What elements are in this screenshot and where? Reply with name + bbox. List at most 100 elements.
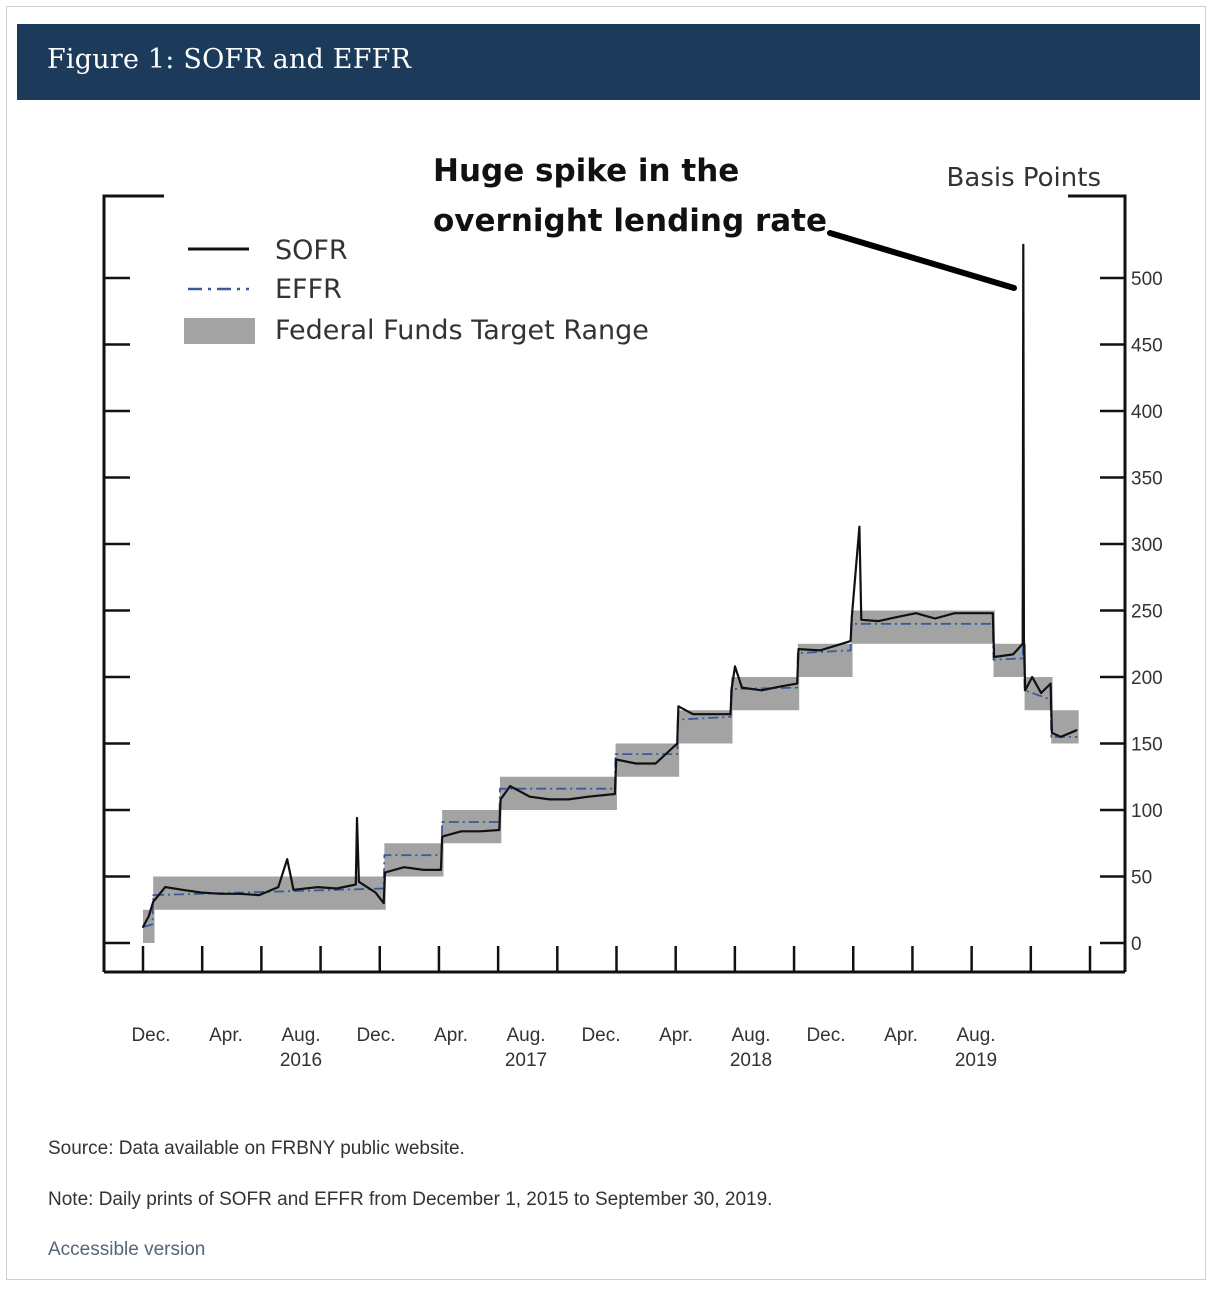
- x-tick-label-8: Aug.: [731, 1025, 770, 1046]
- x-tick-year-2016: 2016: [280, 1050, 322, 1071]
- y-tick-label-500: 500: [1131, 269, 1163, 290]
- y-axis-unit-label: Basis Points: [947, 163, 1101, 193]
- sofr-point-21: [422, 868, 425, 871]
- spike-annotation: Huge spike in the overnight lending rate: [433, 153, 1017, 291]
- target-range-bands: [143, 610, 1079, 943]
- sofr-point-2: [152, 900, 155, 903]
- sofr-point-70: [1059, 735, 1062, 738]
- target-range-band-4: [499, 776, 617, 810]
- target-range-band-12: [1051, 710, 1079, 744]
- x-tick-label-6: Dec.: [581, 1025, 620, 1046]
- sofr-point-66: [1031, 676, 1034, 678]
- effr-point-21: [1021, 657, 1024, 660]
- sofr-point-46: [780, 685, 783, 688]
- sofr-point-15: [356, 817, 358, 819]
- legend-effr-label: EFFR: [275, 274, 342, 305]
- y-tick-label-450: 450: [1131, 336, 1163, 357]
- target-range-band-2: [384, 843, 444, 877]
- x-tick-label-9: Dec.: [806, 1025, 845, 1046]
- axis-right: [1068, 194, 1127, 972]
- x-tick-label-0: Dec.: [131, 1025, 170, 1046]
- sofr-point-56: [915, 612, 917, 615]
- effr-point-20: [992, 658, 995, 661]
- target-range-band-5: [615, 743, 680, 777]
- sofr-point-52: [858, 525, 861, 528]
- x-tick-year-2019: 2019: [955, 1050, 997, 1071]
- accessible-version-link[interactable]: Accessible version: [48, 1239, 206, 1260]
- legend-sofr-label: SOFR: [275, 235, 348, 266]
- sofr-point-48: [797, 648, 800, 650]
- sofr-point-16: [358, 880, 360, 883]
- effr-point-4: [383, 854, 386, 857]
- sofr-point-11: [292, 888, 295, 891]
- sofr-point-44: [741, 686, 743, 689]
- x-tick-label-4: Apr.: [434, 1025, 468, 1046]
- sofr-point-29: [528, 795, 531, 798]
- sofr-point-17: [374, 891, 377, 894]
- target-range-band-6: [677, 710, 733, 744]
- sofr-point-53: [860, 618, 863, 621]
- sofr-series: [142, 243, 1078, 928]
- sofr-point-43: [734, 665, 736, 668]
- sofr-point-49: [819, 649, 821, 652]
- axis-frame: [102, 194, 1127, 974]
- sofr-point-58: [953, 612, 956, 615]
- effr-point-2: [152, 894, 155, 897]
- effr-point-15: [796, 686, 799, 689]
- target-range-band-3: [442, 810, 502, 844]
- effr-point-17: [849, 649, 852, 652]
- sofr-point-41: [729, 713, 732, 716]
- sofr-point-50: [849, 640, 852, 642]
- sofr-point-18: [382, 902, 385, 904]
- sofr-point-12: [316, 886, 319, 889]
- x-tick-label-3: Dec.: [356, 1025, 395, 1046]
- y-tick-label-200: 200: [1131, 668, 1163, 689]
- annotation-line-1: Huge spike in the: [433, 153, 739, 189]
- target-range-band-7: [731, 677, 800, 711]
- sofr-point-24: [460, 830, 463, 833]
- x-tick-label-7: Apr.: [659, 1025, 693, 1046]
- figure-header: Figure 1: SOFR and EFFR: [17, 24, 1200, 100]
- sofr-point-36: [654, 762, 657, 765]
- sofr-point-28: [509, 785, 512, 787]
- sofr-point-38: [677, 705, 680, 708]
- sofr-point-61: [1012, 653, 1015, 656]
- sofr-point-55: [895, 616, 898, 619]
- sofr-point-26: [498, 829, 501, 831]
- sofr-point-23: [441, 835, 444, 838]
- y-tick-label-100: 100: [1131, 801, 1163, 822]
- target-range-band-10: [993, 643, 1026, 677]
- sofr-point-47: [796, 682, 799, 685]
- effr-point-27: [1075, 735, 1078, 738]
- sofr-point-5: [199, 891, 202, 894]
- sofr-point-4: [181, 888, 184, 891]
- x-tick-year-2017: 2017: [505, 1050, 547, 1071]
- y-tick-label-400: 400: [1131, 402, 1163, 423]
- y-tick-label-50: 50: [1131, 868, 1152, 889]
- sofr-point-30: [548, 798, 551, 801]
- sofr-point-19: [384, 871, 386, 874]
- source-note: Source: Data available on FRBNY public w…: [48, 1138, 465, 1159]
- target-range-band-0: [143, 909, 155, 943]
- annotation-arrow: [827, 230, 1017, 291]
- sofr-point-57: [934, 617, 936, 620]
- y-tick-label-250: 250: [1131, 602, 1163, 623]
- figure-frame: [6, 6, 1206, 1280]
- sofr-point-25: [479, 830, 482, 833]
- x-tick-label-5: Aug.: [506, 1025, 545, 1046]
- sofr-point-39: [692, 713, 694, 716]
- sofr-point-33: [614, 793, 616, 795]
- legend-target-range-swatch: [184, 318, 255, 344]
- sofr-point-0: [142, 926, 144, 928]
- effr-point-8: [499, 787, 501, 790]
- sofr-point-35: [634, 762, 637, 765]
- sofr-point-1: [147, 915, 150, 918]
- effr-point-13: [729, 716, 732, 718]
- x-ticks: Dec. Apr. Aug. 2016 Dec. Apr. Aug. 2017 Dec. Apr.…: [131, 946, 1092, 1071]
- sofr-point-34: [615, 758, 618, 761]
- figure-title: Figure 1: SOFR and EFFR: [47, 44, 412, 75]
- effr-point-1: [151, 923, 154, 926]
- x-tick-label-1: Apr.: [209, 1025, 243, 1046]
- sofr-point-31: [567, 798, 570, 801]
